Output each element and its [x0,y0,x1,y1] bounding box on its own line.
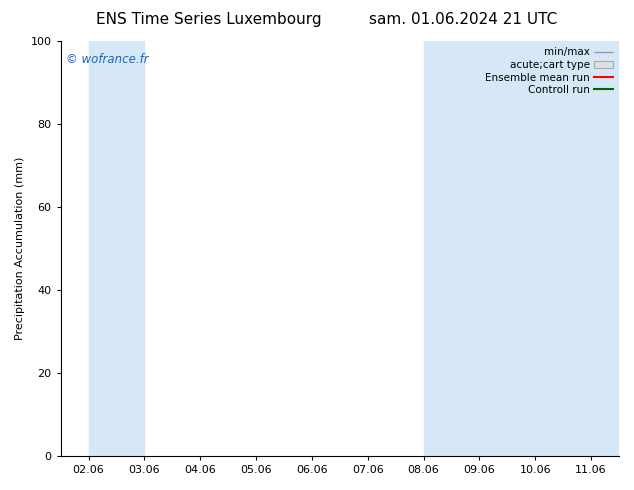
Text: ENS Time Series Luxembourg: ENS Time Series Luxembourg [96,12,322,27]
Text: © wofrance.fr: © wofrance.fr [66,53,149,67]
Bar [89,41,145,456]
Bar [424,41,535,456]
Y-axis label: Precipitation Accumulation (mm): Precipitation Accumulation (mm) [15,157,25,340]
Legend: min/max, acute;cart type, Ensemble mean run, Controll run: min/max, acute;cart type, Ensemble mean … [481,43,617,99]
Text: sam. 01.06.2024 21 UTC: sam. 01.06.2024 21 UTC [369,12,557,27]
Bar [535,41,619,456]
